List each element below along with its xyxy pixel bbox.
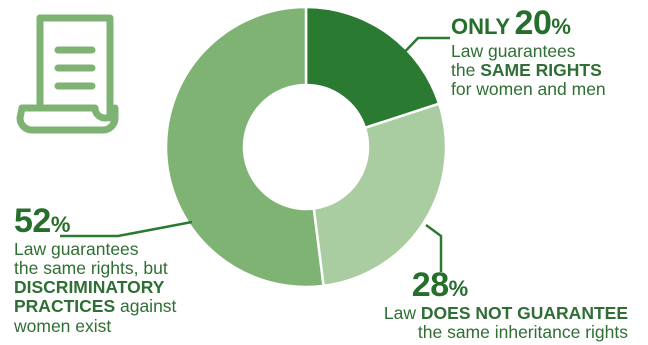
- line-28-1-pre: Law: [383, 302, 421, 323]
- unit-28: %: [448, 276, 469, 301]
- scroll-document-icon: [16, 14, 119, 134]
- line-52-4-post: against: [115, 296, 177, 317]
- only-text: ONLY: [451, 14, 511, 39]
- leader-line-20: [394, 36, 450, 63]
- slice-28: [312, 102, 448, 288]
- line-20-1: Law guarantees: [451, 40, 576, 61]
- slice-20: [304, 5, 441, 130]
- line-20-2-bold: SAME RIGHTS: [480, 59, 602, 80]
- line-52-5: women exist: [14, 315, 112, 336]
- leader-line-52: [60, 220, 193, 238]
- label-52-percent: 52% Law guarantees the same rights, but …: [14, 202, 177, 336]
- slice-52: [164, 5, 325, 289]
- line-52-2: the same rights, but: [14, 257, 168, 278]
- label-20-percent: ONLY 20% Law guarantees the SAME RIGHTS …: [451, 4, 606, 100]
- unit-20: %: [551, 14, 571, 39]
- label-28-percent: 28% Law DOES NOT GUARANTEE the same inhe…: [332, 266, 628, 342]
- value-28: 28: [411, 266, 449, 304]
- line-52-1: Law guarantees: [14, 238, 139, 259]
- line-52-3: DISCRIMINATORY: [14, 277, 165, 298]
- line-28-1-bold: DOES NOT GUARANTEE: [420, 302, 628, 323]
- leader-line-28: [425, 223, 443, 272]
- value-52: 52: [14, 202, 51, 240]
- unit-52: %: [50, 212, 71, 237]
- line-52-4-bold: PRACTICES: [14, 296, 116, 317]
- line-20-2-pre: the: [451, 59, 481, 80]
- line-28-2: the same inheritance rights: [417, 321, 628, 342]
- value-20: 20: [514, 4, 552, 42]
- line-20-3: for women and men: [451, 79, 606, 100]
